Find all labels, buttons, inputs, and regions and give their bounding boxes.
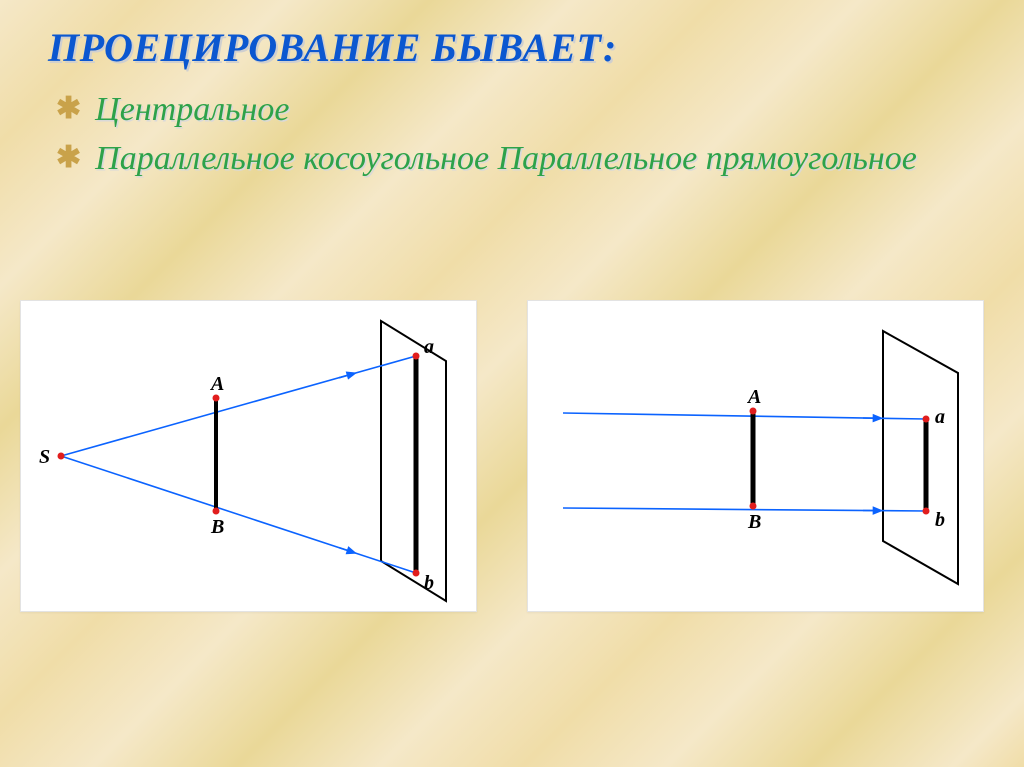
slide-title: ПРОЕЦИРОВАНИЕ БЫВАЕТ:	[48, 24, 976, 71]
label-b: B	[747, 511, 761, 533]
projection-plane	[883, 331, 958, 584]
label-b-proj: b	[935, 509, 945, 531]
point-a-proj	[923, 416, 930, 423]
point-source	[58, 453, 65, 460]
projection-ray	[61, 456, 416, 573]
diagram-central-projection: S A B a b	[20, 300, 477, 612]
diagram-row: S A B a b	[0, 300, 1024, 612]
point-b-proj	[923, 508, 930, 515]
label-b: B	[210, 516, 224, 538]
bullet-text: Параллельное косоугольное Параллельное п…	[95, 138, 917, 181]
point-b	[213, 508, 220, 515]
label-a: A	[209, 373, 224, 395]
point-a	[750, 408, 757, 415]
arrow-icon	[339, 548, 352, 552]
label-a: A	[746, 386, 761, 408]
slide: ПРОЕЦИРОВАНИЕ БЫВАЕТ: ✱ Центральное ✱ Па…	[0, 0, 1024, 767]
bullet-text: Центральное	[95, 89, 289, 132]
point-a-proj	[413, 353, 420, 360]
label-b-proj: b	[424, 572, 434, 594]
point-a	[213, 395, 220, 402]
arrow-icon	[339, 374, 352, 378]
point-b	[750, 503, 757, 510]
list-item: ✱ Параллельное косоугольное Параллельное…	[56, 138, 976, 181]
list-item: ✱ Центральное	[56, 89, 976, 132]
label-s: S	[39, 446, 50, 468]
label-a-proj: a	[424, 336, 434, 358]
diagram-parallel-projection: A B a b	[527, 300, 984, 612]
label-a-proj: a	[935, 406, 945, 428]
projection-ray	[61, 356, 416, 456]
point-b-proj	[413, 570, 420, 577]
bullet-marker-icon: ✱	[56, 138, 81, 178]
bullet-marker-icon: ✱	[56, 89, 81, 129]
bullet-list: ✱ Центральное ✱ Параллельное косоугольно…	[56, 89, 976, 180]
